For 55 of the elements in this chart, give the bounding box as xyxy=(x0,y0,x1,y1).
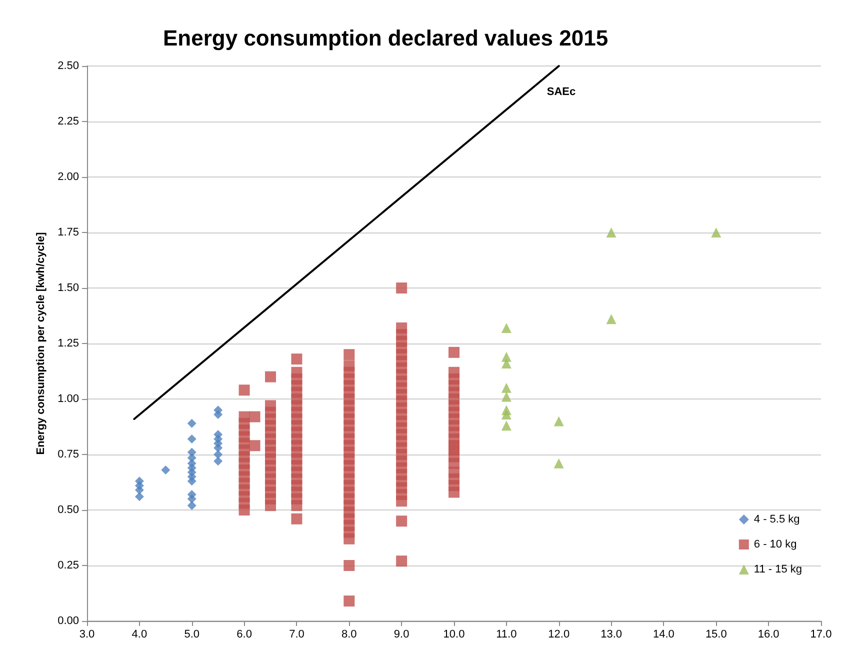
point xyxy=(214,456,223,466)
x-tick-label: 3.0 xyxy=(79,628,95,640)
legend-label: 6 - 10 kg xyxy=(754,538,797,550)
x-tick-label: 5.0 xyxy=(184,628,200,640)
point xyxy=(134,476,144,486)
x-tick-label: 12.0 xyxy=(548,628,570,640)
chart-title: Energy consumption declared values 2015 xyxy=(163,26,608,50)
y-tick-label: 0.25 xyxy=(58,560,79,572)
x-tick-label: 7.0 xyxy=(289,628,304,640)
point xyxy=(501,420,512,431)
x-tick-label: 8.0 xyxy=(341,628,357,640)
point xyxy=(501,392,512,402)
y-tick-label: 1.75 xyxy=(58,226,79,238)
point xyxy=(501,358,512,368)
x-tick-label: 13.0 xyxy=(600,628,622,640)
point xyxy=(214,406,223,415)
y-tick-label: 2.50 xyxy=(58,60,79,72)
point xyxy=(161,466,170,475)
y-tick-label: 0.50 xyxy=(58,504,79,516)
legend-label: 4 - 5.5 kg xyxy=(754,514,800,526)
x-tick-label: 4.0 xyxy=(132,628,148,640)
point xyxy=(606,228,616,238)
point xyxy=(711,228,722,238)
x-tick-label: 9.0 xyxy=(394,628,410,640)
legend-label: 11 - 15 kg xyxy=(754,564,802,576)
series-label: SAEc xyxy=(546,86,576,98)
x-tick-label: 17.0 xyxy=(810,628,832,640)
point xyxy=(214,430,223,440)
point xyxy=(501,322,512,333)
x-tick-label: 14.0 xyxy=(653,628,674,640)
x-tick-label: 6.0 xyxy=(236,628,252,640)
y-tick-label: 2.25 xyxy=(58,116,79,128)
y-tick-label: 1.00 xyxy=(58,393,79,405)
y-tick-label: 1.50 xyxy=(58,282,79,294)
point xyxy=(501,410,512,420)
x-tick-label: 11.0 xyxy=(496,628,517,640)
point xyxy=(134,492,144,502)
point xyxy=(606,314,616,324)
y-tick-label: 0.00 xyxy=(58,615,79,627)
point xyxy=(187,418,196,428)
y-tick-label: 2.00 xyxy=(58,171,79,183)
y-axis-title: Energy consumption per cycle [kwh/cycle] xyxy=(35,232,48,455)
point xyxy=(554,416,564,426)
y-tick-label: 0.75 xyxy=(58,448,79,460)
x-tick-label: 10.0 xyxy=(443,628,465,640)
point xyxy=(501,382,512,393)
point xyxy=(187,490,196,499)
y-tick-label: 1.25 xyxy=(58,338,79,350)
point xyxy=(554,458,564,468)
point xyxy=(214,450,223,459)
point xyxy=(187,448,196,457)
x-tick-label: 15.0 xyxy=(705,628,727,640)
x-tick-label: 16.0 xyxy=(758,628,780,640)
point xyxy=(187,434,196,444)
point xyxy=(187,501,196,510)
